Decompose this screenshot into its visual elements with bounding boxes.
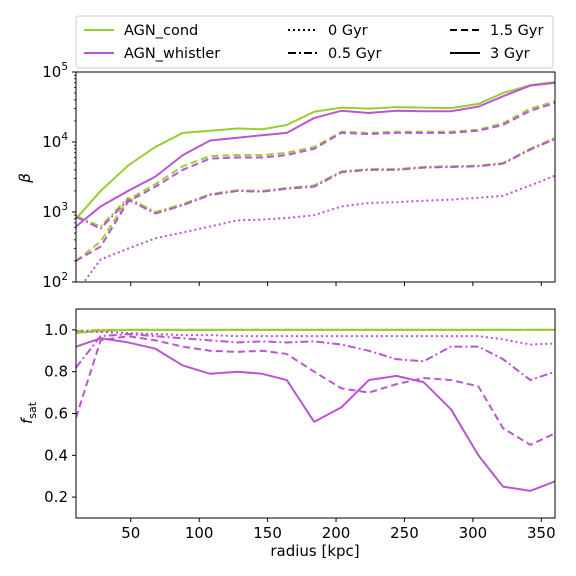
top-y-ticks: 102 103 104 105 — [42, 61, 76, 291]
legend-label-3-gyr: 3 Gyr — [490, 46, 530, 62]
top-panel: 102 103 104 105 β — [16, 61, 556, 291]
top-y-axis-label: β — [16, 173, 34, 184]
x-tick-label: 150 — [253, 524, 282, 542]
legend-label-agn-cond: AGN_cond — [124, 23, 198, 39]
top-line-agn-cond-1-5-gyr — [76, 100, 555, 262]
legend: AGN_cond AGN_whistler 0 Gyr 0.5 Gyr 1.5 Gyr 3… — [75, 15, 554, 69]
y-tick-label: 104 — [42, 131, 68, 151]
y-tick-label: 102 — [42, 271, 68, 291]
bottom-panel: 50 100 150 200 250 300 350 0.2 0.4 0.6 0.8 1.0 fsa… — [18, 308, 556, 560]
bottom-line-agn-whistler-0-gyr — [76, 329, 555, 346]
y-tick-label: 0.8 — [44, 363, 68, 381]
x-tick-label: 300 — [459, 524, 488, 542]
top-line-agn-whistler-0-gyr — [82, 174, 555, 282]
top-plot-lines — [76, 80, 555, 282]
top-line-agn-cond-3-gyr — [76, 80, 555, 220]
top-plot-frame — [75, 71, 556, 283]
y-tick-label: 0.4 — [44, 446, 68, 464]
legend-label-0-5-gyr: 0.5 Gyr — [328, 46, 381, 62]
x-axis-label: radius [kpc] — [270, 542, 359, 560]
legend-box — [75, 15, 554, 69]
bottom-line-agn-whistler-0-5-gyr — [76, 333, 555, 382]
y-tick-label: 103 — [42, 201, 68, 221]
bottom-line-agn-whistler-3-gyr — [76, 337, 555, 492]
bottom-line-agn-cond-3-gyr — [76, 328, 555, 335]
top-x-ticks — [130, 282, 542, 286]
x-tick-label: 200 — [322, 524, 351, 542]
y-tick-label: 1.0 — [44, 321, 68, 339]
y-tick-label: 0.6 — [44, 405, 68, 423]
legend-label-1-5-gyr: 1.5 Gyr — [490, 23, 543, 39]
x-tick-label: 250 — [390, 524, 419, 542]
y-tick-label: 105 — [42, 61, 68, 81]
bottom-y-ticks: 0.2 0.4 0.6 0.8 1.0 — [44, 321, 76, 506]
x-tick-label: 350 — [527, 524, 556, 542]
x-tick-label: 100 — [185, 524, 214, 542]
top-line-agn-whistler-3-gyr — [76, 81, 555, 228]
top-line-agn-whistler-0-5-gyr — [76, 138, 555, 230]
bottom-x-ticks: 50 100 150 200 250 300 350 — [121, 518, 556, 542]
legend-label-0-gyr: 0 Gyr — [328, 23, 368, 39]
bottom-y-axis-label: fsat — [18, 401, 39, 424]
bottom-line-agn-whistler-1-5-gyr — [76, 335, 555, 446]
legend-label-agn-whistler: AGN_whistler — [124, 46, 220, 62]
x-tick-label: 50 — [121, 524, 140, 542]
bottom-plot-lines — [76, 328, 555, 492]
bottom-plot-frame — [75, 308, 556, 519]
y-tick-label: 0.2 — [44, 488, 68, 506]
top-line-agn-whistler-1-5-gyr — [76, 102, 555, 262]
